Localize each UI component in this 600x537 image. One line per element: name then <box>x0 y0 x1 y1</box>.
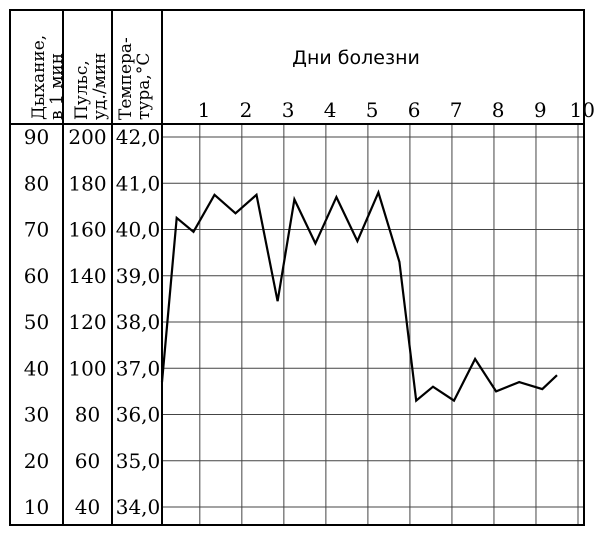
tick-label-temperature: 41,0 <box>116 171 161 195</box>
frame-layer <box>9 9 585 526</box>
col-header-temperature-line1: Темпера- <box>116 37 136 120</box>
x-tick-label: 5 <box>366 98 379 122</box>
col-header-breathing-line1: Дыхание, <box>29 35 49 120</box>
chart-title: Дни болезни <box>292 47 420 69</box>
col-header-temperature: Темпера- тура,°С <box>116 37 154 120</box>
col-header-breathing: Дыхание, в 1 мин <box>29 35 67 120</box>
tick-label-temperature: 40,0 <box>116 218 161 242</box>
grid-layer <box>162 124 584 525</box>
col-header-pulse-line1: Пульс, <box>72 60 92 120</box>
tick-label-temperature: 42,0 <box>116 125 161 149</box>
tick-label-temperature: 34,0 <box>116 495 161 519</box>
header-layer: Дни болезни Дыхание, в 1 мин Пульс, уд./… <box>29 35 420 120</box>
x-tick-label: 8 <box>492 98 505 122</box>
tick-layer: 90 80 70 60 50 40 30 20 10 200 180 160 140 120 100 80 60… <box>24 125 160 519</box>
tick-label-temperature: 37,0 <box>116 356 161 380</box>
series-layer <box>160 189 558 403</box>
tick-label-breathing: 40 <box>24 356 49 380</box>
tick-label-pulse: 140 <box>68 264 106 288</box>
tick-label-breathing: 50 <box>24 310 49 334</box>
tick-label-pulse: 120 <box>68 310 106 334</box>
x-tick-layer: 1 2 3 4 5 6 7 8 9 10 <box>198 98 595 122</box>
x-tick-label: 7 <box>450 98 463 122</box>
x-tick-label: 1 <box>198 98 211 122</box>
tick-label-temperature: 38,0 <box>116 310 161 334</box>
x-tick-label: 10 <box>569 98 594 122</box>
x-tick-label: 3 <box>282 98 295 122</box>
col-header-pulse-line2: уд./мин <box>90 53 110 121</box>
temperature-line <box>160 189 558 403</box>
col-header-pulse: Пульс, уд./мин <box>72 53 110 121</box>
tick-label-pulse: 60 <box>75 449 100 473</box>
tick-label-temperature: 35,0 <box>116 449 161 473</box>
tick-label-breathing: 70 <box>24 218 49 242</box>
tick-label-pulse: 100 <box>68 356 106 380</box>
col-header-temperature-line2: тура,°С <box>134 53 154 120</box>
tick-label-breathing: 80 <box>24 171 49 195</box>
tick-label-breathing: 10 <box>24 495 49 519</box>
tick-label-breathing: 20 <box>24 449 49 473</box>
x-tick-label: 6 <box>408 98 421 122</box>
tick-label-pulse: 200 <box>68 125 106 149</box>
tick-label-breathing: 30 <box>24 403 49 427</box>
tick-label-breathing: 60 <box>24 264 49 288</box>
x-tick-label: 4 <box>324 98 337 122</box>
tick-label-temperature: 39,0 <box>116 264 161 288</box>
x-tick-label: 9 <box>534 98 547 122</box>
tick-label-pulse: 80 <box>75 403 100 427</box>
tick-label-pulse: 40 <box>75 495 100 519</box>
tick-label-temperature: 36,0 <box>116 403 161 427</box>
x-tick-label: 2 <box>240 98 253 122</box>
tick-label-pulse: 180 <box>68 171 106 195</box>
tick-label-pulse: 160 <box>68 218 106 242</box>
tick-label-breathing: 90 <box>24 125 49 149</box>
chart-frame <box>9 9 585 526</box>
